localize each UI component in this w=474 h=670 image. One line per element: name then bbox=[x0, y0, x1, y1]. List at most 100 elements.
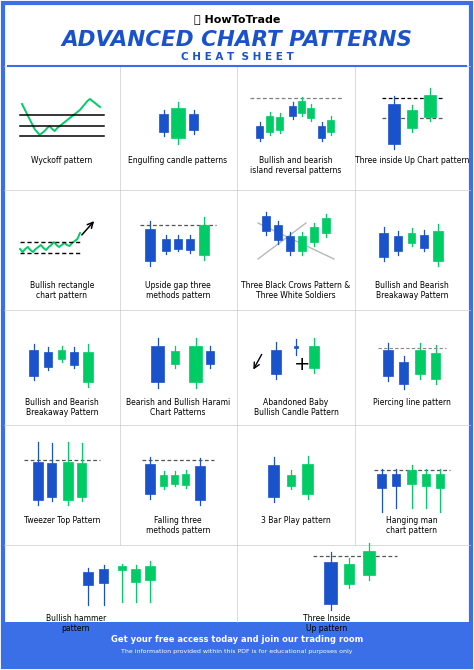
Bar bbox=[436, 474, 444, 488]
Text: ADVANCED CHART PATTERNS: ADVANCED CHART PATTERNS bbox=[62, 30, 412, 50]
Bar bbox=[309, 346, 319, 368]
Bar bbox=[431, 353, 440, 379]
Bar bbox=[325, 562, 337, 604]
Bar bbox=[328, 120, 335, 132]
Text: Hanging man
chart pattern: Hanging man chart pattern bbox=[386, 516, 438, 535]
Text: Bullish and Bearish
Breakaway Pattern: Bullish and Bearish Breakaway Pattern bbox=[25, 398, 99, 417]
Bar bbox=[171, 351, 179, 364]
Bar bbox=[308, 108, 315, 118]
Bar bbox=[47, 463, 56, 497]
Bar bbox=[161, 475, 167, 486]
Bar bbox=[433, 231, 443, 261]
Bar bbox=[276, 117, 283, 130]
Bar bbox=[380, 233, 389, 257]
Bar bbox=[145, 229, 155, 261]
Bar bbox=[174, 239, 182, 249]
Bar bbox=[206, 351, 214, 364]
Bar bbox=[422, 474, 430, 486]
Bar bbox=[172, 475, 179, 484]
Bar bbox=[4, 425, 470, 545]
Bar bbox=[152, 346, 164, 382]
Bar bbox=[377, 474, 386, 488]
Bar bbox=[344, 564, 354, 584]
Text: Three Black Crows Pattern &
Three White Soldiers: Three Black Crows Pattern & Three White … bbox=[241, 281, 351, 300]
Bar bbox=[394, 236, 402, 251]
Bar bbox=[319, 126, 326, 138]
Text: Wyckoff pattern: Wyckoff pattern bbox=[31, 156, 92, 165]
Bar bbox=[299, 101, 306, 113]
Bar bbox=[4, 622, 470, 666]
Bar bbox=[409, 233, 416, 243]
Text: Engulfing candle patterns: Engulfing candle patterns bbox=[128, 156, 228, 165]
Text: Bullish and bearish
island reversal patterns: Bullish and bearish island reversal patt… bbox=[250, 156, 342, 176]
Bar bbox=[262, 216, 270, 231]
Bar bbox=[322, 218, 330, 233]
Bar bbox=[392, 474, 400, 486]
Text: ⎕ HowToTrade: ⎕ HowToTrade bbox=[194, 14, 280, 24]
Text: C H E A T  S H E E T: C H E A T S H E E T bbox=[181, 52, 293, 62]
Bar bbox=[162, 239, 170, 251]
Text: Three Inside
Up pattern: Three Inside Up pattern bbox=[303, 614, 351, 633]
Bar bbox=[4, 545, 470, 622]
Bar bbox=[298, 236, 306, 251]
Bar bbox=[100, 569, 109, 583]
Bar bbox=[408, 470, 417, 484]
Bar bbox=[302, 464, 313, 494]
Text: +: + bbox=[294, 356, 310, 375]
Bar bbox=[4, 66, 470, 190]
Bar bbox=[415, 350, 425, 374]
Bar bbox=[271, 350, 281, 374]
Bar bbox=[58, 350, 65, 359]
Bar bbox=[400, 362, 409, 384]
Bar bbox=[190, 114, 199, 130]
Bar bbox=[83, 352, 93, 382]
Bar bbox=[145, 464, 155, 494]
Bar bbox=[159, 114, 168, 132]
Bar bbox=[195, 466, 205, 500]
Bar bbox=[83, 572, 93, 585]
Bar bbox=[78, 463, 86, 497]
Bar bbox=[266, 116, 273, 132]
Text: Upside gap three
methods pattern: Upside gap three methods pattern bbox=[145, 281, 211, 300]
Text: Bullish and Bearish
Breakaway Pattern: Bullish and Bearish Breakaway Pattern bbox=[375, 281, 449, 300]
Bar bbox=[268, 465, 280, 497]
Bar bbox=[256, 126, 264, 138]
Text: Abandoned Baby
Bullish Candle Pattern: Abandoned Baby Bullish Candle Pattern bbox=[254, 398, 338, 417]
Text: Tweezer Top Pattern: Tweezer Top Pattern bbox=[24, 516, 100, 525]
Bar bbox=[63, 462, 73, 500]
Bar bbox=[29, 350, 38, 376]
Bar bbox=[294, 346, 298, 348]
Bar bbox=[424, 95, 436, 117]
Bar bbox=[388, 104, 400, 144]
Text: Bullish rectangle
chart pattern: Bullish rectangle chart pattern bbox=[30, 281, 94, 300]
Text: Get your free access today and join our trading room: Get your free access today and join our … bbox=[111, 636, 363, 645]
Bar bbox=[118, 566, 126, 570]
Bar bbox=[407, 110, 417, 128]
Bar bbox=[70, 352, 78, 365]
Bar bbox=[33, 462, 43, 500]
Text: Bullish hammer
pattern: Bullish hammer pattern bbox=[46, 614, 106, 633]
Text: The information provided within this PDF is for educational purposes only: The information provided within this PDF… bbox=[121, 649, 353, 655]
Text: Bearish and Bullish Harami
Chart Patterns: Bearish and Bullish Harami Chart Pattern… bbox=[126, 398, 230, 417]
Bar bbox=[274, 225, 282, 240]
Bar bbox=[363, 551, 375, 575]
Text: Piercing line pattern: Piercing line pattern bbox=[373, 398, 451, 407]
Bar bbox=[145, 566, 155, 580]
Bar bbox=[186, 239, 194, 250]
Bar bbox=[290, 106, 297, 116]
Bar bbox=[4, 310, 470, 425]
Bar bbox=[182, 474, 190, 485]
Bar bbox=[420, 235, 428, 248]
Bar bbox=[287, 475, 295, 486]
Bar bbox=[310, 227, 318, 242]
Bar bbox=[171, 108, 185, 138]
Text: Three inside Up Chart pattern: Three inside Up Chart pattern bbox=[355, 156, 469, 165]
Bar bbox=[383, 350, 393, 376]
Text: Falling three
methods pattern: Falling three methods pattern bbox=[146, 516, 210, 535]
Bar bbox=[44, 352, 52, 367]
Bar bbox=[4, 190, 470, 310]
Bar bbox=[131, 569, 140, 582]
Bar bbox=[199, 225, 209, 255]
Text: 3 Bar Play pattern: 3 Bar Play pattern bbox=[261, 516, 331, 525]
Bar bbox=[190, 346, 202, 382]
